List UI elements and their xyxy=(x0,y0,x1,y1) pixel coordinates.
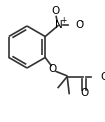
Text: +: + xyxy=(60,16,66,25)
Text: -: - xyxy=(80,17,83,26)
Text: O: O xyxy=(80,88,88,98)
Text: O: O xyxy=(51,6,59,16)
Text: OH: OH xyxy=(100,71,105,81)
Text: N: N xyxy=(55,20,63,30)
Text: O: O xyxy=(75,20,83,30)
Text: O: O xyxy=(48,63,56,73)
